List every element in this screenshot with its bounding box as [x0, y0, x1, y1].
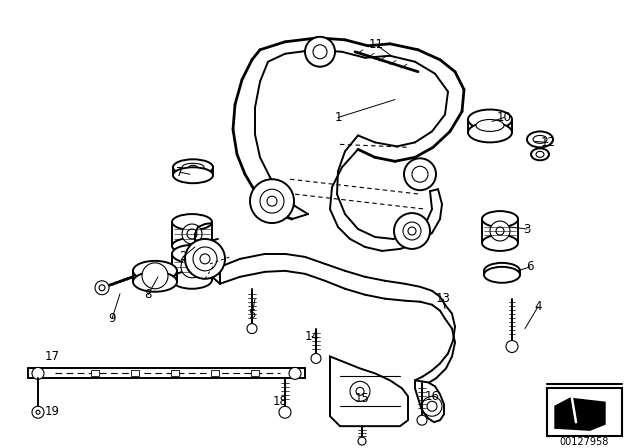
Text: 2: 2: [179, 250, 187, 263]
Circle shape: [394, 213, 430, 249]
Circle shape: [422, 396, 442, 416]
Circle shape: [279, 406, 291, 418]
Circle shape: [260, 189, 284, 213]
Circle shape: [311, 353, 321, 363]
Ellipse shape: [533, 135, 547, 143]
Bar: [211, 370, 219, 376]
Bar: [547, 388, 622, 436]
Text: 18: 18: [273, 395, 287, 408]
Circle shape: [350, 381, 370, 401]
Text: 11: 11: [369, 39, 383, 52]
Circle shape: [305, 37, 335, 67]
Ellipse shape: [468, 109, 512, 129]
Text: 4: 4: [534, 300, 541, 313]
Polygon shape: [330, 357, 408, 426]
Ellipse shape: [482, 235, 518, 251]
Circle shape: [496, 227, 504, 235]
Ellipse shape: [172, 271, 212, 289]
Text: 12: 12: [541, 136, 556, 149]
Ellipse shape: [133, 272, 177, 292]
Text: 9: 9: [108, 312, 116, 325]
Circle shape: [403, 222, 421, 240]
Ellipse shape: [189, 165, 197, 169]
Circle shape: [182, 224, 202, 244]
Circle shape: [490, 221, 510, 241]
Circle shape: [99, 285, 105, 291]
Circle shape: [32, 367, 44, 379]
Ellipse shape: [173, 167, 213, 183]
Text: 19: 19: [45, 405, 60, 418]
Text: 5: 5: [248, 308, 256, 321]
Circle shape: [193, 247, 217, 271]
Text: 14: 14: [305, 330, 319, 343]
Circle shape: [200, 254, 210, 264]
Ellipse shape: [482, 211, 518, 227]
Ellipse shape: [172, 245, 212, 263]
Text: 17: 17: [45, 350, 60, 363]
Text: 7: 7: [176, 166, 184, 179]
Circle shape: [36, 410, 40, 414]
Circle shape: [142, 263, 168, 289]
Text: 8: 8: [144, 288, 152, 301]
Ellipse shape: [536, 151, 544, 157]
Circle shape: [506, 340, 518, 353]
Ellipse shape: [468, 122, 512, 142]
Circle shape: [267, 196, 277, 206]
Text: 13: 13: [436, 292, 451, 305]
Text: 00127958: 00127958: [559, 437, 609, 447]
Ellipse shape: [476, 120, 504, 131]
Circle shape: [187, 229, 197, 239]
Circle shape: [408, 227, 416, 235]
Circle shape: [247, 323, 257, 334]
Circle shape: [250, 179, 294, 223]
Ellipse shape: [492, 267, 512, 275]
Ellipse shape: [498, 269, 506, 273]
Ellipse shape: [173, 159, 213, 175]
Circle shape: [32, 406, 44, 418]
Circle shape: [95, 281, 109, 295]
Circle shape: [427, 401, 437, 411]
Text: 16: 16: [424, 390, 440, 403]
Circle shape: [289, 367, 301, 379]
Ellipse shape: [531, 148, 549, 160]
Circle shape: [412, 166, 428, 182]
Circle shape: [313, 45, 327, 59]
Ellipse shape: [172, 214, 212, 230]
Bar: [171, 370, 179, 376]
Ellipse shape: [172, 238, 212, 254]
Ellipse shape: [527, 131, 553, 147]
Circle shape: [358, 437, 366, 445]
Circle shape: [417, 415, 427, 425]
Text: 1: 1: [334, 111, 342, 124]
Circle shape: [185, 239, 225, 279]
Text: 15: 15: [355, 392, 369, 405]
Circle shape: [187, 262, 197, 272]
Polygon shape: [555, 398, 605, 430]
Circle shape: [181, 256, 203, 278]
Circle shape: [356, 388, 364, 395]
Bar: [251, 370, 259, 376]
Text: 10: 10: [497, 111, 511, 124]
Circle shape: [404, 158, 436, 190]
Ellipse shape: [484, 263, 520, 279]
Text: 6: 6: [526, 260, 534, 273]
Bar: [131, 370, 139, 376]
Ellipse shape: [182, 164, 204, 171]
Ellipse shape: [484, 267, 520, 283]
Ellipse shape: [133, 261, 177, 281]
Bar: [91, 370, 99, 376]
Polygon shape: [415, 380, 444, 422]
Text: 3: 3: [524, 223, 531, 236]
